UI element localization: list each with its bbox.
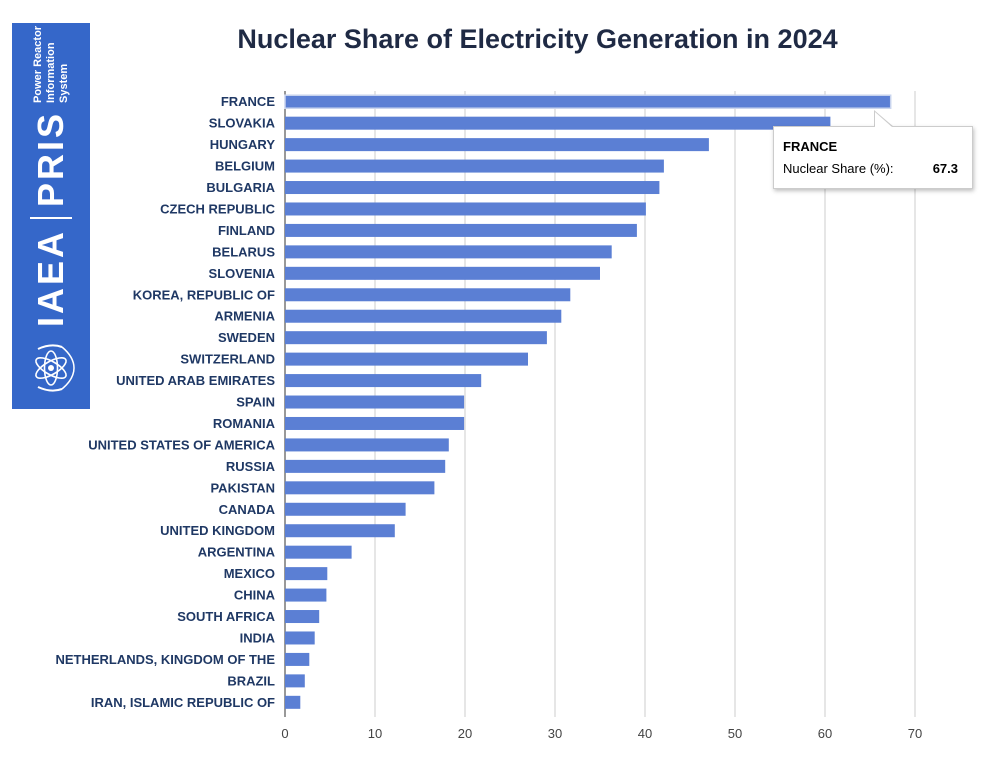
tooltip-title: FRANCE <box>783 139 838 154</box>
category-label: NETHERLANDS, KINGDOM OF THE <box>55 652 275 667</box>
category-label: ROMANIA <box>213 416 276 431</box>
category-label: UNITED STATES OF AMERICA <box>88 437 275 452</box>
category-label: CHINA <box>234 588 276 603</box>
category-label: IRAN, ISLAMIC REPUBLIC OF <box>91 695 275 710</box>
category-label: PAKISTAN <box>210 480 275 495</box>
x-tick-label: 20 <box>458 726 472 741</box>
bar <box>285 352 528 366</box>
bar <box>285 459 446 473</box>
bar <box>285 652 310 666</box>
category-label: INDIA <box>240 630 276 645</box>
category-label: BULGARIA <box>206 180 275 195</box>
bar <box>285 138 709 152</box>
bar <box>285 610 320 624</box>
bar <box>284 94 892 109</box>
x-tick-label: 10 <box>368 726 382 741</box>
category-label: BRAZIL <box>227 673 275 688</box>
chart-tooltip: FRANCE Nuclear Share (%): 67.3 <box>773 126 973 189</box>
bar <box>285 481 435 495</box>
bar <box>285 245 612 259</box>
category-label: FINLAND <box>218 223 275 238</box>
category-label: CANADA <box>219 502 276 517</box>
category-label: RUSSIA <box>226 459 276 474</box>
bar <box>285 288 571 302</box>
bar <box>285 524 395 538</box>
category-label: SLOVENIA <box>209 266 276 281</box>
x-tick-label: 50 <box>728 726 742 741</box>
category-label: SPAIN <box>236 395 275 410</box>
bar <box>285 695 301 709</box>
category-label: MEXICO <box>224 566 275 581</box>
tooltip-label: Nuclear Share (%): <box>783 161 894 176</box>
category-label: FRANCE <box>221 94 275 109</box>
bar <box>285 374 482 388</box>
category-label: ARGENTINA <box>198 545 276 560</box>
tooltip-pointer <box>875 112 892 127</box>
category-label: UNITED ARAB EMIRATES <box>116 373 275 388</box>
bar <box>285 567 328 581</box>
bar <box>285 202 646 216</box>
category-label: SLOVAKIA <box>209 116 276 131</box>
x-tick-label: 40 <box>638 726 652 741</box>
x-tick-label: 0 <box>281 726 288 741</box>
tooltip-value: 67.3 <box>932 161 958 176</box>
bar <box>285 438 449 452</box>
x-tick-label: 60 <box>818 726 832 741</box>
bar <box>285 116 831 130</box>
bar <box>285 502 406 516</box>
category-label: CZECH REPUBLIC <box>160 201 275 216</box>
category-label: SWITZERLAND <box>180 352 275 367</box>
x-tick-label: 70 <box>908 726 922 741</box>
bar <box>285 631 315 645</box>
bar <box>285 181 660 195</box>
category-label: KOREA, REPUBLIC OF <box>133 287 275 302</box>
bar <box>285 331 547 345</box>
x-tick-label: 30 <box>548 726 562 741</box>
category-label: SWEDEN <box>218 330 275 345</box>
category-label: HUNGARY <box>210 137 276 152</box>
bar <box>285 159 664 173</box>
bar <box>285 395 465 409</box>
bar <box>285 223 637 237</box>
category-label: BELARUS <box>212 244 275 259</box>
bar <box>285 674 305 688</box>
bar <box>285 416 465 430</box>
category-label: SOUTH AFRICA <box>177 609 275 624</box>
category-label: BELGIUM <box>215 159 275 174</box>
bar <box>285 309 562 323</box>
category-label: UNITED KINGDOM <box>160 523 275 538</box>
bar <box>285 588 327 602</box>
iaea-pris-logo: IAEA PRIS Power Reactor Information Syst… <box>12 23 90 409</box>
bar <box>285 266 600 280</box>
chart-title: Nuclear Share of Electricity Generation … <box>237 24 838 54</box>
bar <box>285 545 352 559</box>
category-label: ARMENIA <box>214 309 275 324</box>
iaea-emblem-icon <box>35 344 75 392</box>
